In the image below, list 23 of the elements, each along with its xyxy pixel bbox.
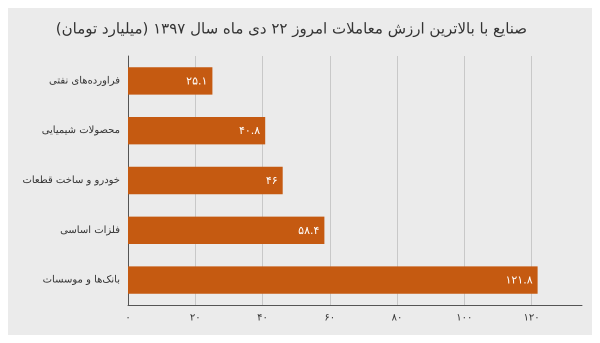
y-tick-label: خودرو و ساخت قطعات — [22, 175, 120, 186]
x-tick-label: ۴۰ — [257, 312, 268, 324]
y-tick-label: فلزات اساسی — [60, 224, 120, 236]
x-tick-label: ۸۰ — [392, 312, 402, 324]
x-tick-label: ۰ — [125, 312, 131, 324]
x-tick-label: ۲۰ — [190, 312, 201, 324]
bar — [128, 117, 266, 144]
data-label: ۲۵.۱ — [186, 74, 208, 88]
x-tick-label: ۱۰۰ — [456, 312, 472, 324]
chart-title: صنایع با بالاترین ارزش معاملات امروز ۲۲ دی ماه سال ۱۳۹۷ (میلیارد تومان) — [56, 20, 528, 38]
x-tick-label: ۶۰ — [324, 312, 336, 324]
bar — [128, 266, 538, 294]
bar — [128, 216, 324, 244]
data-label: ۵۸.۴ — [298, 224, 320, 237]
y-tick-label: محصولات شیمیایی — [42, 125, 120, 136]
data-label: ۱۲۱.۸ — [505, 274, 533, 287]
bar — [128, 67, 212, 95]
bar — [128, 166, 283, 194]
y-tick-label: فراورده‌های نفتی — [49, 75, 120, 86]
data-label: ۴۶ — [266, 174, 278, 187]
y-tick-label: بانک‌ها و موسسات — [42, 274, 120, 286]
x-tick-label: ۱۲۰ — [523, 312, 540, 324]
data-label: ۴۰.۸ — [238, 124, 260, 138]
